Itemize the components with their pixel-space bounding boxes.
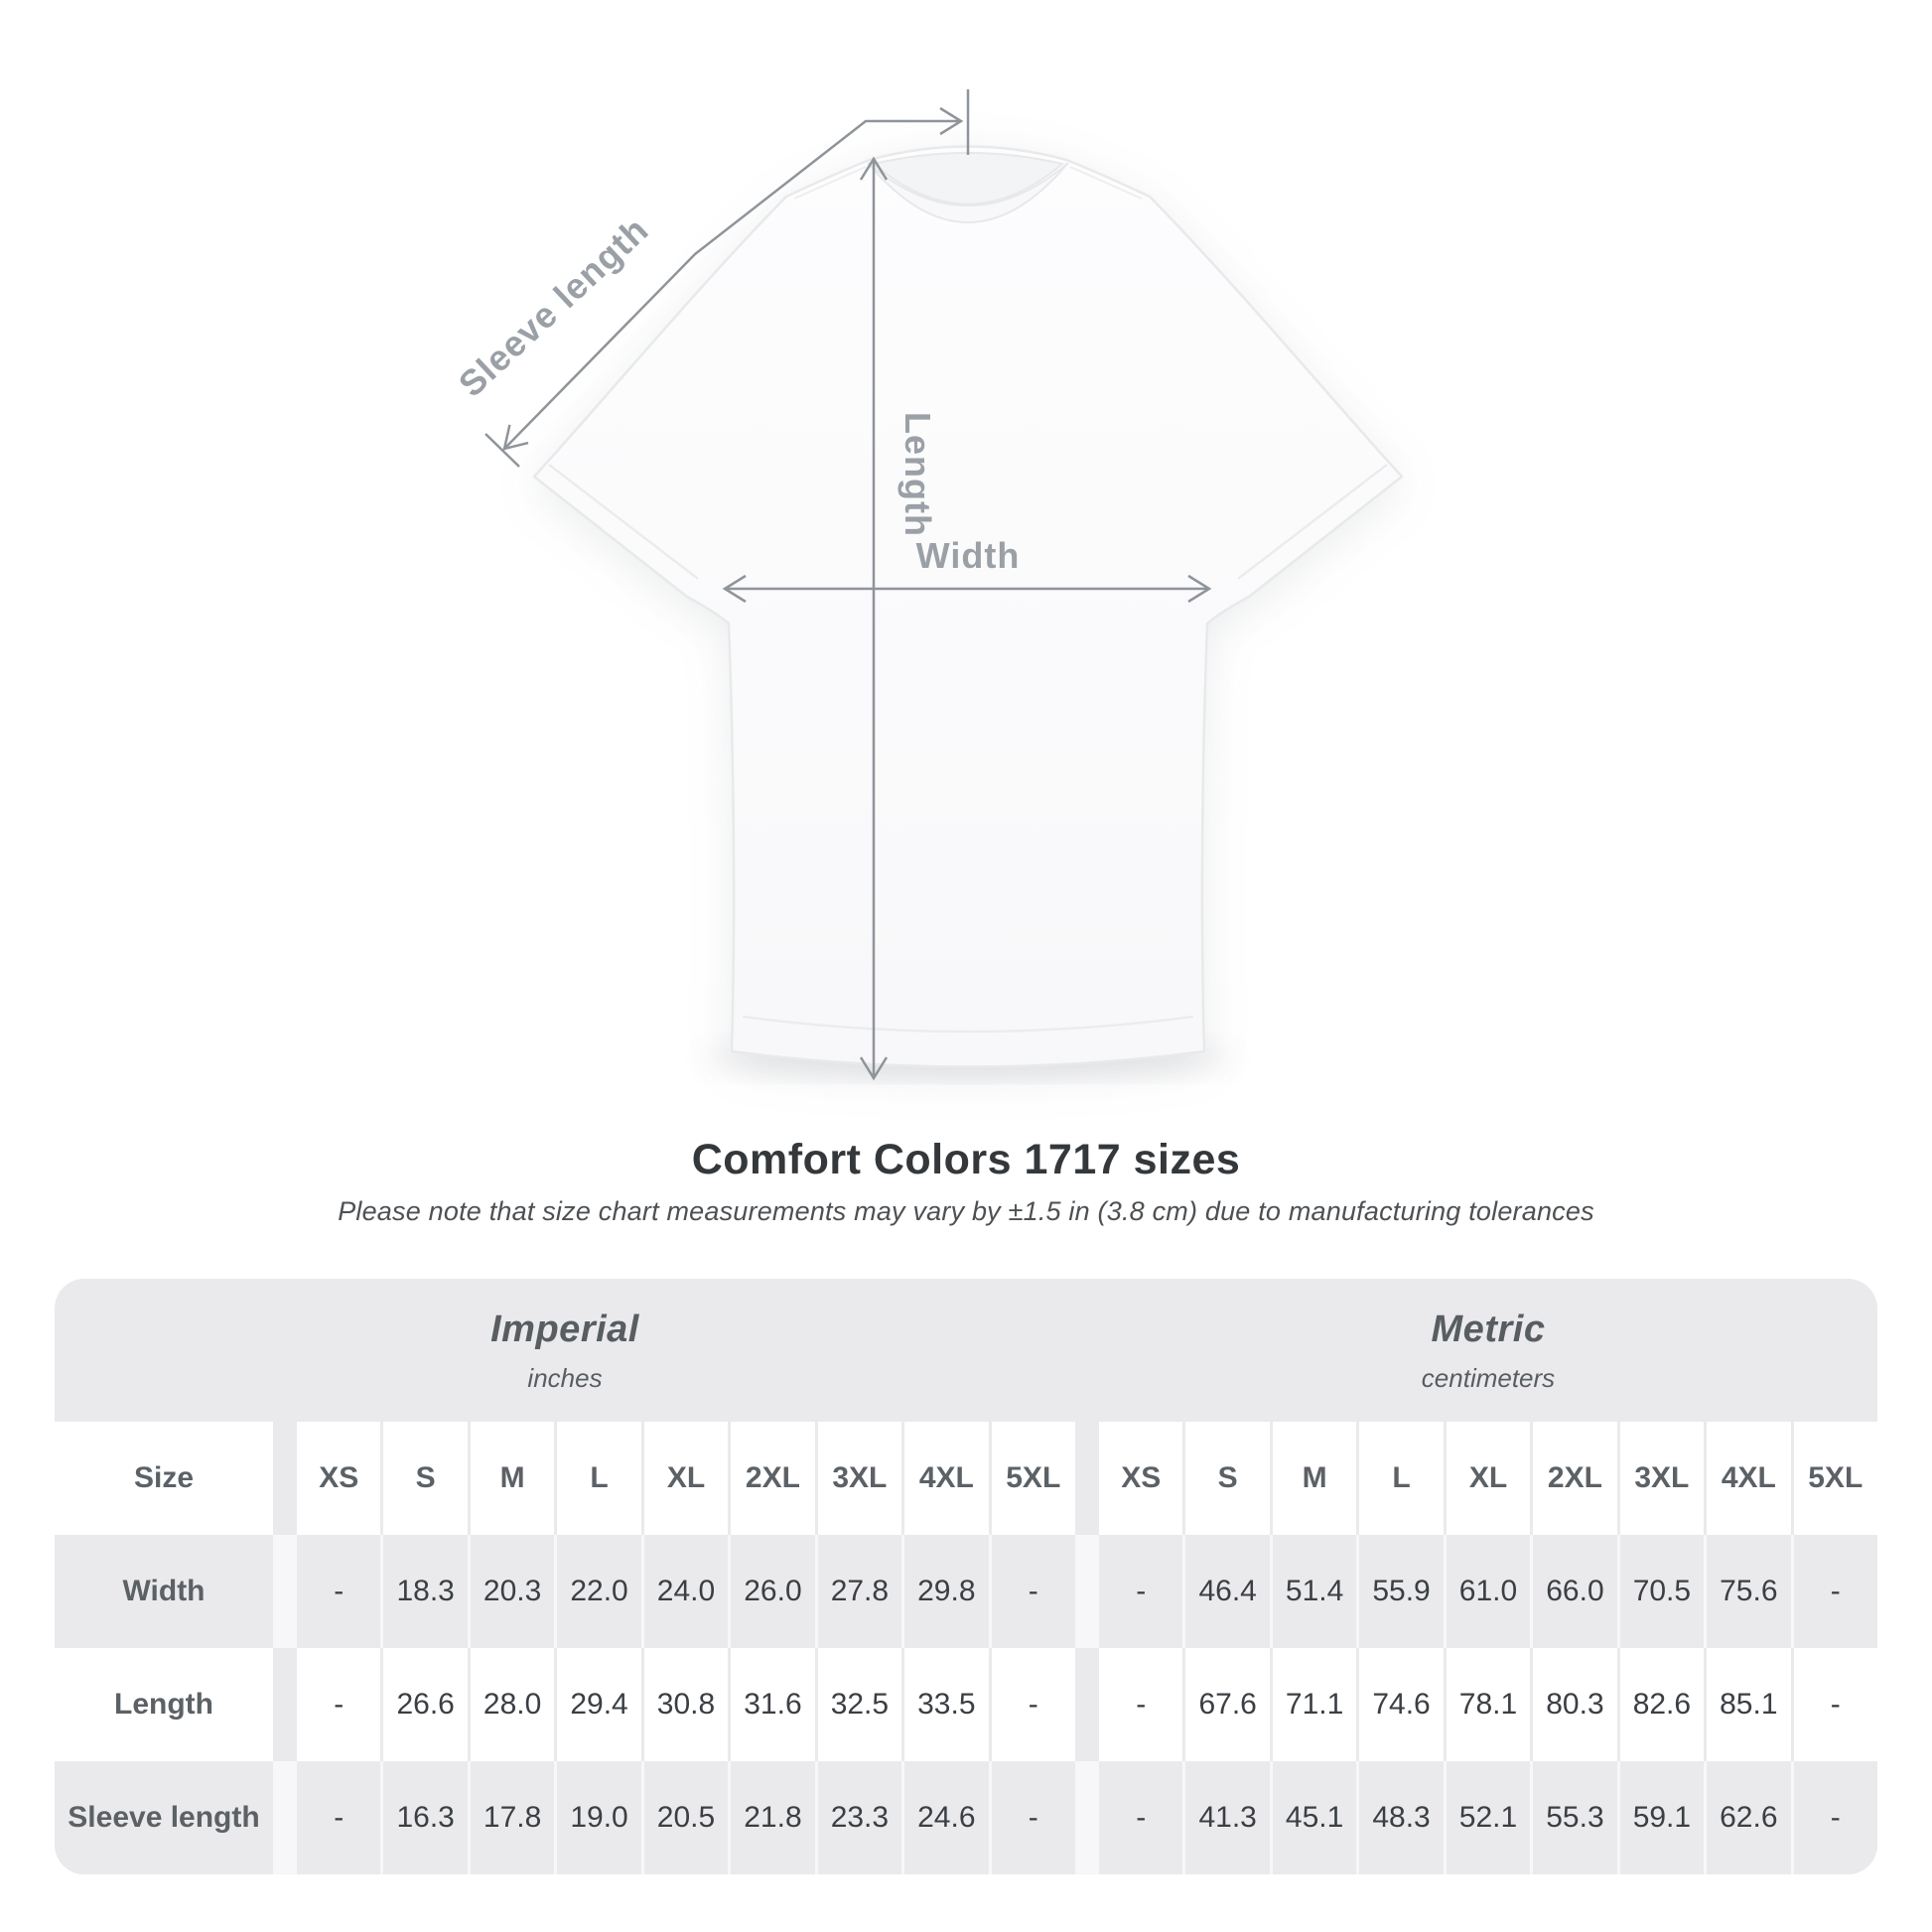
size-header-metric-l: L [1359,1422,1444,1535]
value-cell: 48.3 [1359,1761,1444,1874]
metric-label: Metric [1431,1309,1546,1350]
value-cell: 51.4 [1272,1535,1357,1648]
value-cell: - [991,1535,1075,1648]
table-row-width: Width -18.3 20.3 22.0 24.0 26.0 27.8 29.8- -46.4… [55,1535,1877,1648]
value-cell: 26.0 [731,1535,815,1648]
size-header-imperial-2xl: 2XL [731,1422,815,1535]
value-cell: 16.3 [383,1761,468,1874]
size-header-metric-4xl: 4XL [1707,1422,1791,1535]
size-header-imperial-4xl: 4XL [904,1422,989,1535]
value-cell: 62.6 [1707,1761,1791,1874]
size-header-metric-xs: XS [1098,1422,1183,1535]
value-cell: 27.8 [817,1535,902,1648]
value-cell: 52.1 [1446,1761,1531,1874]
value-cell: 31.6 [731,1648,815,1761]
tshirt-measurement-diagram: Sleeve length Length Width [451,89,1404,1081]
metric-unit: centimeters [1421,1363,1556,1393]
value-cell: 28.0 [470,1648,555,1761]
row-label: Sleeve length [55,1761,273,1874]
size-column-header: Size [55,1422,273,1535]
row-label: Width [55,1535,273,1648]
value-cell: - [1098,1761,1183,1874]
value-cell: 24.0 [643,1535,729,1648]
page-title: Comfort Colors 1717 sizes [691,1136,1241,1183]
size-header-metric-2xl: 2XL [1533,1422,1617,1535]
value-cell: 33.5 [904,1648,989,1761]
value-cell: 78.1 [1446,1648,1531,1761]
value-cell: 30.8 [643,1648,729,1761]
size-header-imperial-5xl: 5XL [991,1422,1075,1535]
value-cell: 74.6 [1359,1648,1444,1761]
row-label: Length [55,1648,273,1761]
imperial-group-header: Imperial inches [55,1309,1075,1394]
value-cell: 85.1 [1707,1648,1791,1761]
value-cell: - [1793,1535,1877,1648]
value-cell: 32.5 [817,1648,902,1761]
value-cell: 41.3 [1185,1761,1270,1874]
table-body: Width -18.3 20.3 22.0 24.0 26.0 27.8 29.8- -46.4… [55,1535,1877,1874]
size-header-metric-s: S [1185,1422,1270,1535]
value-cell: 66.0 [1533,1535,1617,1648]
size-header-imperial-s: S [383,1422,468,1535]
value-cell: 21.8 [731,1761,815,1874]
sleeve-end-tick [484,433,520,468]
size-header-metric-xl: XL [1446,1422,1531,1535]
metric-group-header: Metric centimeters [1099,1309,1877,1394]
value-cell: 71.1 [1272,1648,1357,1761]
value-cell: 20.3 [470,1535,555,1648]
sleeve-length-arrow [502,106,964,451]
value-cell: 20.5 [643,1761,729,1874]
unit-header-band: Imperial inches Metric centimeters [55,1279,1877,1422]
value-cell: - [991,1648,1075,1761]
imperial-unit: inches [527,1363,603,1393]
value-cell: 23.3 [817,1761,902,1874]
width-label: Width [916,535,1021,576]
table-row-length: Length -26.6 28.0 29.4 30.8 31.6 32.5 33.5- -67.… [55,1648,1877,1761]
value-cell: 22.0 [557,1535,641,1648]
value-cell: 80.3 [1533,1648,1617,1761]
value-cell: - [297,1535,381,1648]
value-cell: 61.0 [1446,1535,1531,1648]
tolerance-note: Please note that size chart measurements… [338,1196,1594,1226]
table-header-row: Size XS S M L XL 2XL 3XL 4XL 5XL XS S M L XL 2XL 3XL 4XL… [55,1422,1877,1535]
value-cell: 75.6 [1707,1535,1791,1648]
size-header-metric-3xl: 3XL [1619,1422,1705,1535]
value-cell: 45.1 [1272,1761,1357,1874]
imperial-label: Imperial [490,1309,639,1350]
value-cell: 46.4 [1185,1535,1270,1648]
value-cell: - [297,1648,381,1761]
value-cell: 29.4 [557,1648,641,1761]
size-table: Imperial inches Metric centimeters Size … [55,1279,1877,1874]
value-cell: 18.3 [383,1535,468,1648]
size-header-metric-5xl: 5XL [1793,1422,1877,1535]
value-cell: 59.1 [1619,1761,1705,1874]
value-cell: 55.3 [1533,1761,1617,1874]
measurement-annotations [484,89,1212,1081]
value-cell: 82.6 [1619,1648,1705,1761]
value-cell: 67.6 [1185,1648,1270,1761]
value-cell: 70.5 [1619,1535,1705,1648]
size-header-imperial-m: M [470,1422,555,1535]
value-cell: - [1793,1648,1877,1761]
size-header-imperial-xs: XS [297,1422,381,1535]
value-cell: 29.8 [904,1535,989,1648]
value-cell: 17.8 [470,1761,555,1874]
value-cell: - [991,1761,1075,1874]
value-cell: 19.0 [557,1761,641,1874]
value-cell: - [297,1761,381,1874]
value-cell: 24.6 [904,1761,989,1874]
size-header-metric-m: M [1272,1422,1357,1535]
value-cell: - [1098,1648,1183,1761]
size-header-imperial-xl: XL [643,1422,729,1535]
size-header-imperial-l: L [557,1422,641,1535]
value-cell: - [1793,1761,1877,1874]
value-cell: - [1098,1535,1183,1648]
size-header-imperial-3xl: 3XL [817,1422,902,1535]
value-cell: 55.9 [1359,1535,1444,1648]
length-label: Length [897,412,938,537]
table-row-sleeve-length: Sleeve length -16.3 17.8 19.0 20.5 21.8 23.3 24… [55,1761,1877,1874]
value-cell: 26.6 [383,1648,468,1761]
